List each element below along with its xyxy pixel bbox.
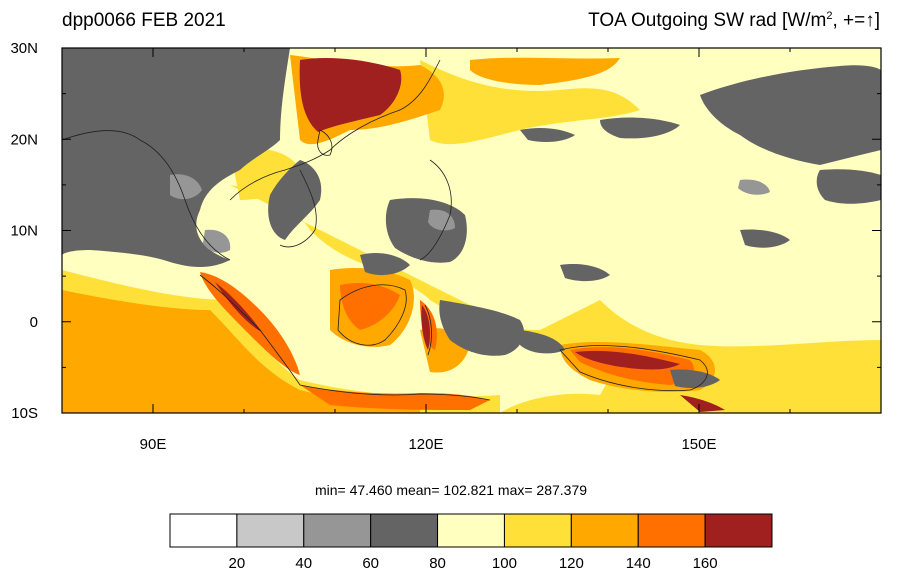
colorbar-swatch	[437, 513, 505, 548]
coastlines	[62, 59, 708, 401]
field-band-60-80	[62, 48, 881, 388]
colorbar-swatch	[303, 513, 372, 548]
y-tick-label: 10S	[11, 405, 38, 422]
min-value: 47.460	[349, 482, 393, 498]
axis-ticks	[61, 47, 882, 414]
up-arrow-icon: ↑	[865, 10, 875, 31]
mean-label: mean=	[396, 482, 440, 498]
max-value: 287.379	[536, 482, 588, 498]
y-tick-label: 30N	[10, 40, 38, 57]
x-tick-label: 120E	[408, 436, 443, 453]
sw-radiation-field	[62, 48, 881, 413]
title-sign-convention: , +=	[832, 10, 866, 31]
max-label: max=	[497, 482, 533, 498]
min-label: min=	[314, 482, 346, 498]
mean-value: 102.821	[443, 482, 495, 498]
title-close-bracket: ]	[874, 10, 880, 31]
colorbar-label: 40	[295, 555, 312, 572]
colorbar-label: 20	[229, 555, 246, 572]
x-tick-label: 150E	[681, 436, 716, 453]
colorbar-label: 140	[626, 555, 651, 572]
y-tick-label: 0	[30, 314, 38, 331]
colorbar-swatch	[370, 513, 439, 548]
colorbar-swatch	[570, 513, 639, 548]
title-variable: TOA Outgoing SW rad [W/m	[588, 10, 827, 31]
colorbar-label: 120	[559, 555, 584, 572]
colorbar-label: 60	[362, 555, 379, 572]
y-tick-label: 20N	[10, 131, 38, 148]
colorbar-label: 80	[429, 555, 446, 572]
colorbar-swatch	[637, 513, 706, 548]
colorbar-label: 160	[693, 555, 718, 572]
axis-tick-labels: 90E 120E 150E 30N 20N 10N 0 10S	[10, 40, 716, 453]
plot-title-right: TOA Outgoing SW rad [W/m2, +=↑]	[588, 10, 880, 32]
field-band-40-60	[170, 174, 770, 253]
title-units-exponent: 2	[826, 10, 833, 22]
colorbar-label: 100	[492, 555, 517, 572]
colorbar-swatch	[236, 513, 305, 548]
colorbar: 20 40 60 80 100 120 140 160	[169, 513, 773, 572]
colorbar-swatch	[503, 513, 572, 548]
field-statistics: min= 47.460 mean= 102.821 max= 287.379	[0, 482, 902, 498]
plot-title-left: dpp0066 FEB 2021	[62, 10, 226, 31]
y-tick-label: 10N	[10, 223, 38, 240]
colorbar-swatch	[169, 513, 238, 548]
colorbar-swatch	[704, 513, 773, 548]
x-tick-label: 90E	[140, 436, 167, 453]
